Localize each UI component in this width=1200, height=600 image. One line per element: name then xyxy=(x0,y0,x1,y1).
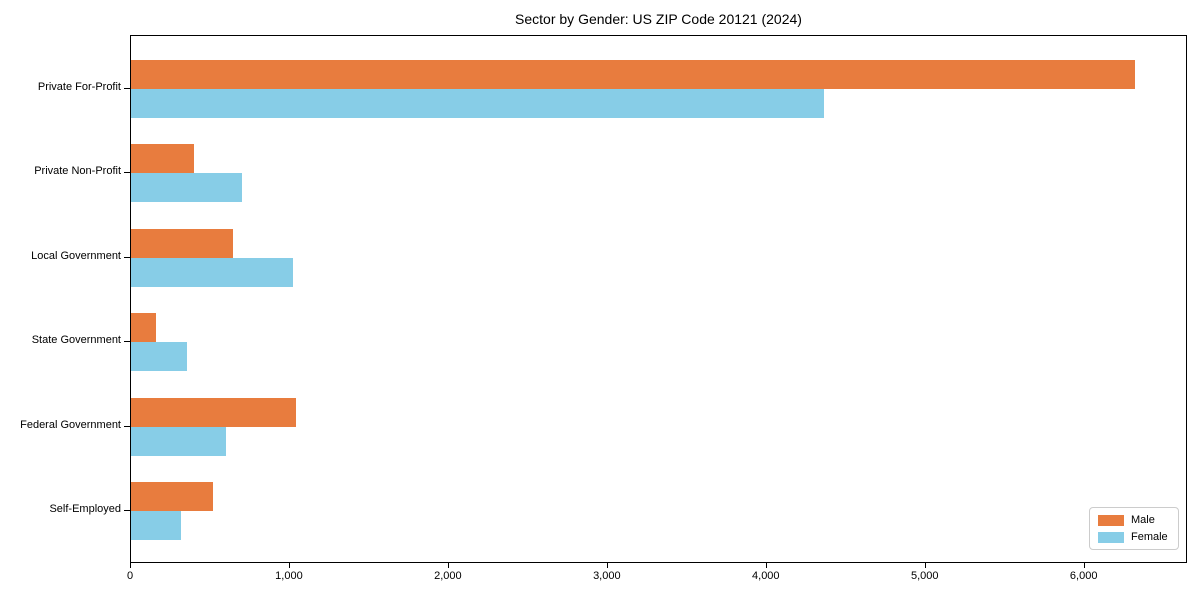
bar-female-state-government xyxy=(131,342,188,372)
y-tick-mark-local-government xyxy=(124,256,130,258)
legend-item-female: Female xyxy=(1098,531,1170,543)
bar-male-federal-government xyxy=(131,397,296,427)
y-tick-label-private-non-profit: Private Non-Profit xyxy=(34,165,121,178)
x-tick-mark-0 xyxy=(130,563,131,568)
x-tick-label-1000: 1,000 xyxy=(275,570,303,582)
y-tick-label-federal-government: Federal Government xyxy=(20,418,121,431)
legend-label-male: Male xyxy=(1131,514,1155,526)
plot-area xyxy=(130,35,1187,563)
x-tick-label-3000: 3,000 xyxy=(593,570,621,582)
bar-male-private-non-profit xyxy=(131,144,195,174)
female-series-swatch xyxy=(1098,531,1124,543)
bar-female-self-employed xyxy=(131,511,181,540)
bar-female-federal-government xyxy=(131,426,227,456)
x-tick-mark-4000 xyxy=(765,563,767,568)
bar-male-self-employed xyxy=(131,482,214,511)
y-tick-mark-private-non-profit xyxy=(124,172,130,174)
legend: Male Female xyxy=(1089,507,1179,550)
legend-label-female: Female xyxy=(1131,531,1168,543)
x-tick-label-2000: 2,000 xyxy=(434,570,462,582)
bar-female-local-government xyxy=(131,257,293,287)
x-tick-label-6000: 6,000 xyxy=(1069,570,1098,582)
x-tick-label-4000: 4,000 xyxy=(752,570,780,582)
y-tick-label-state-government: State Government xyxy=(31,334,121,347)
bar-male-private-for-profit xyxy=(131,60,1136,89)
bar-male-local-government xyxy=(131,228,233,258)
y-tick-mark-self-employed xyxy=(124,510,130,511)
x-tick-mark-5000 xyxy=(924,563,926,568)
legend-item-male: Male xyxy=(1098,514,1170,526)
x-tick-mark-1000 xyxy=(288,563,290,568)
bar-female-private-non-profit xyxy=(131,173,243,203)
x-tick-mark-6000 xyxy=(1083,563,1085,568)
x-tick-label-0: 0 xyxy=(126,570,134,582)
y-tick-label-private-for-profit: Private For-Profit xyxy=(37,81,121,93)
y-tick-mark-private-for-profit xyxy=(124,88,130,89)
y-tick-mark-federal-government xyxy=(124,425,130,427)
y-tick-mark-state-government xyxy=(124,341,130,343)
chart-title: Sector by Gender: US ZIP Code 20121 (202… xyxy=(515,11,802,27)
y-tick-label-local-government: Local Government xyxy=(31,249,121,262)
x-tick-label-5000: 5,000 xyxy=(910,570,939,582)
male-series-swatch xyxy=(1098,514,1124,526)
x-tick-mark-3000 xyxy=(606,563,608,568)
y-tick-label-self-employed: Self-Employed xyxy=(49,503,121,515)
x-tick-mark-2000 xyxy=(447,563,449,568)
bar-female-private-for-profit xyxy=(131,89,825,118)
bar-male-state-government xyxy=(131,313,157,343)
